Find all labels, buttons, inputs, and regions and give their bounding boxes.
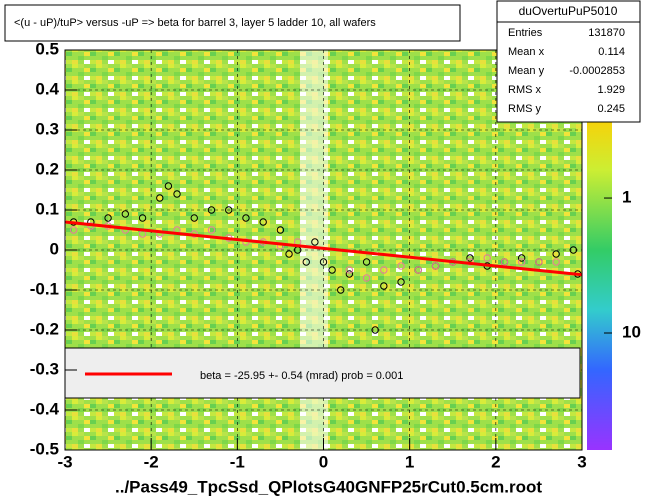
data-point: [552, 258, 560, 266]
data-point: [276, 226, 285, 234]
title-box: [4, 4, 461, 42]
stats-box: [496, 0, 641, 123]
stats-value: 0.114: [598, 46, 625, 58]
stats-value: -0.0002853: [569, 65, 625, 77]
y-tick-label: 0.5: [35, 39, 59, 58]
data-point: [483, 254, 491, 262]
data-point: [414, 266, 422, 274]
data-point: [69, 226, 78, 234]
stats-label: Mean x: [508, 46, 545, 58]
data-point: [397, 278, 405, 286]
stats-value: 1.929: [597, 84, 625, 96]
data-point: [517, 254, 526, 262]
z-tick-label: 10: [622, 322, 641, 341]
data-point: [552, 250, 560, 258]
stats-label: RMS x: [508, 84, 542, 96]
data-point: [569, 246, 578, 254]
data-point: [259, 218, 267, 226]
data-point: [371, 326, 379, 334]
data-point: [466, 254, 474, 262]
data-point: [345, 270, 354, 278]
data-point: [535, 258, 543, 266]
data-point: [121, 210, 130, 218]
data-point: [397, 262, 405, 270]
stats-title: duOvertuPuP5010: [519, 4, 618, 18]
data-point: [173, 190, 181, 198]
data-point: [302, 258, 310, 266]
data-point: [380, 282, 388, 290]
y-tick-label: 0.2: [35, 159, 59, 178]
z-tick-label: 1: [622, 188, 631, 207]
stats-label: RMS y: [508, 103, 542, 115]
x-tick-label: 3: [577, 452, 586, 471]
data-point: [104, 214, 112, 222]
data-point: [362, 258, 371, 266]
data-point: [337, 286, 345, 294]
data-point: [207, 206, 216, 214]
data-point: [328, 266, 336, 274]
data-point: [380, 266, 388, 274]
stats-label: Mean y: [508, 65, 545, 77]
data-point: [345, 266, 354, 274]
y-tick-label: -0.4: [30, 399, 60, 418]
y-tick-label: 0.4: [35, 79, 59, 98]
data-point: [319, 258, 328, 266]
x-tick-label: -3: [57, 452, 72, 471]
chart-title: <(u - uP)/tuP> versus -uP => beta for ba…: [14, 17, 376, 29]
y-tick-label: -0.2: [30, 319, 59, 338]
data-point: [242, 214, 250, 222]
y-tick-label: 0: [50, 239, 59, 258]
y-tick-label: -0.1: [30, 279, 59, 298]
stats-value: 0.245: [597, 103, 625, 115]
data-point: [225, 206, 233, 214]
y-tick-label: 0.3: [35, 119, 59, 138]
data-point: [311, 238, 319, 246]
x-axis-label: ../Pass49_TpcSsd_QPlotsG40GNFP25rCut0.5c…: [115, 477, 542, 496]
x-tick-label: 1: [405, 452, 414, 471]
data-point: [285, 250, 293, 258]
x-tick-label: 2: [491, 452, 500, 471]
stats-label: Entries: [508, 27, 543, 39]
stats-value: 131870: [588, 27, 625, 39]
x-tick-label: -2: [144, 452, 159, 471]
data-point: [362, 274, 371, 282]
data-point: [517, 258, 526, 266]
data-point: [500, 258, 509, 266]
data-point: [190, 214, 198, 222]
legend-label: beta = -25.95 +- 0.54 (mrad) prob = 0.00…: [200, 370, 403, 382]
fit-line: [64, 220, 583, 277]
data-point: [431, 262, 440, 270]
data-point: [138, 214, 147, 222]
data-point: [156, 194, 164, 202]
y-tick-label: 0.1: [35, 199, 59, 218]
data-point: [207, 226, 216, 234]
y-tick-label: -0.5: [30, 439, 59, 458]
x-tick-label: 0: [319, 452, 328, 471]
data-point: [164, 182, 173, 190]
y-tick-label: -0.3: [30, 359, 59, 378]
x-tick-label: -1: [230, 452, 245, 471]
